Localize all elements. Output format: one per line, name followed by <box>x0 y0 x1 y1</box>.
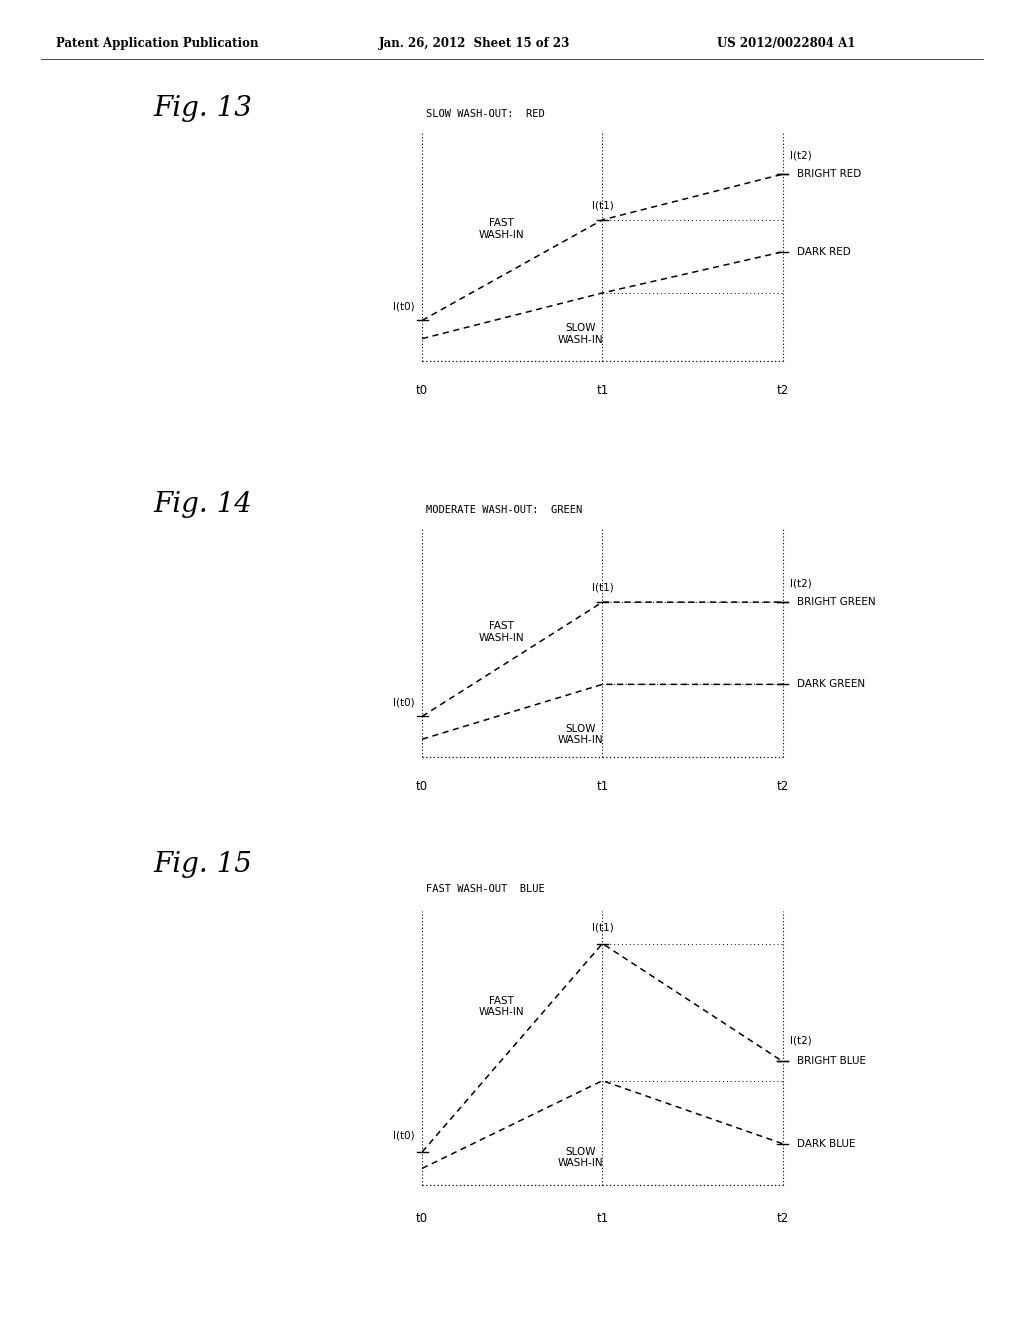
Text: I(t0): I(t0) <box>393 1131 415 1140</box>
Text: SLOW
WASH-IN: SLOW WASH-IN <box>558 323 603 345</box>
Text: I(t1): I(t1) <box>592 201 613 211</box>
Text: FAST
WASH-IN: FAST WASH-IN <box>478 620 524 643</box>
Text: FAST
WASH-IN: FAST WASH-IN <box>478 995 524 1018</box>
Text: t2: t2 <box>776 1212 788 1225</box>
Text: DARK GREEN: DARK GREEN <box>797 680 865 689</box>
Text: BRIGHT RED: BRIGHT RED <box>797 169 861 180</box>
Text: I(t2): I(t2) <box>790 578 812 589</box>
Text: Jan. 26, 2012  Sheet 15 of 23: Jan. 26, 2012 Sheet 15 of 23 <box>379 37 570 50</box>
Text: DARK BLUE: DARK BLUE <box>797 1139 856 1148</box>
Text: DARK RED: DARK RED <box>797 247 851 257</box>
Text: FAST
WASH-IN: FAST WASH-IN <box>478 218 524 240</box>
Text: MODERATE WASH-OUT:  GREEN: MODERATE WASH-OUT: GREEN <box>426 506 582 515</box>
Text: US 2012/0022804 A1: US 2012/0022804 A1 <box>717 37 855 50</box>
Text: t1: t1 <box>596 384 608 397</box>
Text: t2: t2 <box>776 384 788 397</box>
Text: BRIGHT BLUE: BRIGHT BLUE <box>797 1056 866 1067</box>
Text: I(t0): I(t0) <box>393 301 415 312</box>
Text: Fig. 15: Fig. 15 <box>154 851 253 878</box>
Text: t2: t2 <box>776 780 788 793</box>
Text: Fig. 14: Fig. 14 <box>154 491 253 517</box>
Text: I(t1): I(t1) <box>592 583 613 593</box>
Text: t0: t0 <box>416 780 428 793</box>
Text: t1: t1 <box>596 1212 608 1225</box>
Text: t0: t0 <box>416 384 428 397</box>
Text: SLOW
WASH-IN: SLOW WASH-IN <box>558 723 603 746</box>
Text: I(t1): I(t1) <box>592 923 613 933</box>
Text: Fig. 13: Fig. 13 <box>154 95 253 121</box>
Text: I(t2): I(t2) <box>790 150 812 161</box>
Text: SLOW
WASH-IN: SLOW WASH-IN <box>558 1147 603 1168</box>
Text: I(t0): I(t0) <box>393 697 415 708</box>
Text: BRIGHT GREEN: BRIGHT GREEN <box>797 597 876 607</box>
Text: Patent Application Publication: Patent Application Publication <box>56 37 259 50</box>
Text: I(t2): I(t2) <box>790 1035 812 1045</box>
Text: t1: t1 <box>596 780 608 793</box>
Text: FAST WASH-OUT  BLUE: FAST WASH-OUT BLUE <box>426 884 545 894</box>
Text: SLOW WASH-OUT:  RED: SLOW WASH-OUT: RED <box>426 110 545 119</box>
Text: t0: t0 <box>416 1212 428 1225</box>
